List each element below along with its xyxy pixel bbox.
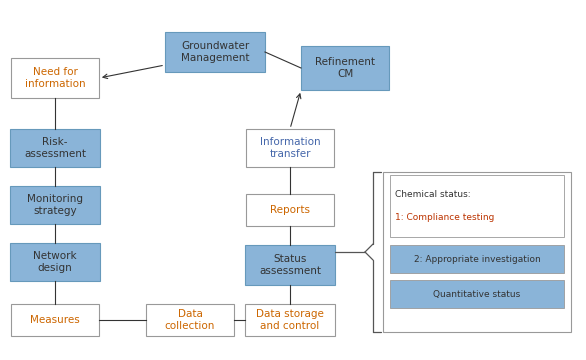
Text: Network
design: Network design	[33, 251, 77, 273]
FancyBboxPatch shape	[10, 129, 100, 167]
Text: Need for
information: Need for information	[25, 67, 86, 89]
FancyBboxPatch shape	[11, 58, 99, 98]
Text: Data
collection: Data collection	[165, 309, 215, 331]
FancyBboxPatch shape	[245, 245, 335, 285]
FancyBboxPatch shape	[246, 194, 334, 226]
Text: Refinement
CM: Refinement CM	[315, 57, 375, 79]
Text: 1: Compliance testing: 1: Compliance testing	[395, 213, 495, 222]
FancyBboxPatch shape	[383, 172, 571, 332]
FancyBboxPatch shape	[390, 175, 564, 237]
FancyBboxPatch shape	[146, 304, 234, 336]
Text: Status
assessment: Status assessment	[259, 254, 321, 276]
FancyBboxPatch shape	[390, 280, 564, 308]
FancyBboxPatch shape	[165, 32, 265, 72]
Text: Chemical status:: Chemical status:	[395, 190, 471, 199]
Text: Information
transfer: Information transfer	[260, 137, 321, 159]
Text: Data storage
and control: Data storage and control	[256, 309, 324, 331]
FancyBboxPatch shape	[301, 46, 389, 90]
FancyBboxPatch shape	[10, 186, 100, 224]
Text: Risk-
assessment: Risk- assessment	[24, 137, 86, 159]
Text: 2: Appropriate investigation: 2: Appropriate investigation	[414, 255, 540, 264]
Text: Reports: Reports	[270, 205, 310, 215]
FancyBboxPatch shape	[390, 245, 564, 273]
Text: Quantitative status: Quantitative status	[434, 289, 520, 298]
Text: Measures: Measures	[30, 315, 80, 325]
FancyBboxPatch shape	[246, 129, 334, 167]
FancyBboxPatch shape	[10, 243, 100, 281]
Text: Groundwater
Management: Groundwater Management	[180, 41, 249, 63]
Text: Monitoring
strategy: Monitoring strategy	[27, 194, 83, 216]
FancyBboxPatch shape	[245, 304, 335, 336]
FancyBboxPatch shape	[11, 304, 99, 336]
